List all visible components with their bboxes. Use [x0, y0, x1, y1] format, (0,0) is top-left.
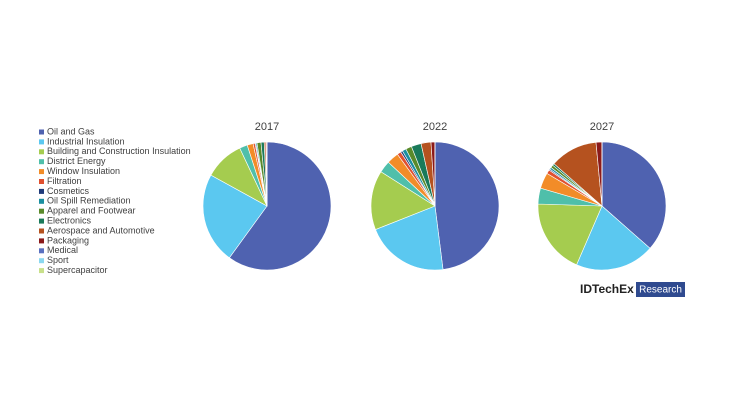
legend-label: District Energy: [47, 156, 106, 166]
legend-swatch: [39, 149, 44, 155]
legend-swatch: [39, 169, 44, 175]
legend-swatch: [39, 228, 44, 234]
pie-title: 2022: [423, 121, 447, 133]
logo-tag: Research: [639, 285, 682, 296]
legend-swatch: [39, 188, 44, 194]
legend-label: Sport: [47, 255, 69, 265]
legend-label: Oil Spill Remediation: [47, 196, 131, 206]
pie-slice: [228, 141, 332, 271]
legend-swatch: [39, 198, 44, 204]
legend-label: Medical: [47, 245, 78, 255]
legend-label: Apparel and Footwear: [47, 206, 136, 216]
legend-label: Supercapacitor: [47, 265, 108, 275]
legend-swatch: [39, 258, 44, 264]
legend-swatch: [39, 208, 44, 214]
logo-tag-bg: [636, 282, 685, 297]
legend-swatch: [39, 248, 44, 254]
legend-swatch: [39, 129, 44, 135]
legend-label: Electronics: [47, 215, 92, 225]
pie-slice: [434, 141, 500, 270]
pie-title: 2017: [255, 121, 279, 133]
legend-label: Industrial Insulation: [47, 136, 125, 146]
legend-label: Window Insulation: [47, 166, 120, 176]
legend-swatch: [39, 238, 44, 244]
legend-swatch: [39, 179, 44, 184]
pie-slice: [601, 141, 667, 249]
legend-label: Filtration: [47, 176, 82, 186]
pie-title: 2027: [590, 121, 614, 133]
logo-brand: IDTechEx: [580, 282, 634, 296]
legend-swatch: [39, 268, 44, 274]
pie-slice: [537, 203, 603, 266]
legend-label: Oil and Gas: [47, 126, 95, 136]
legend-label: Building and Construction Insulation: [47, 146, 191, 156]
legend-swatch: [39, 159, 44, 165]
pie-slice: [370, 171, 436, 230]
pie-slice: [576, 205, 651, 271]
pie-slice: [375, 205, 444, 271]
pie-slice: [202, 174, 268, 259]
legend-swatch: [39, 218, 44, 224]
legend-label: Aerospace and Automotive: [47, 225, 155, 235]
legend-swatch: [39, 139, 44, 145]
legend-label: Cosmetics: [47, 186, 90, 196]
legend-label: Packaging: [47, 235, 89, 245]
